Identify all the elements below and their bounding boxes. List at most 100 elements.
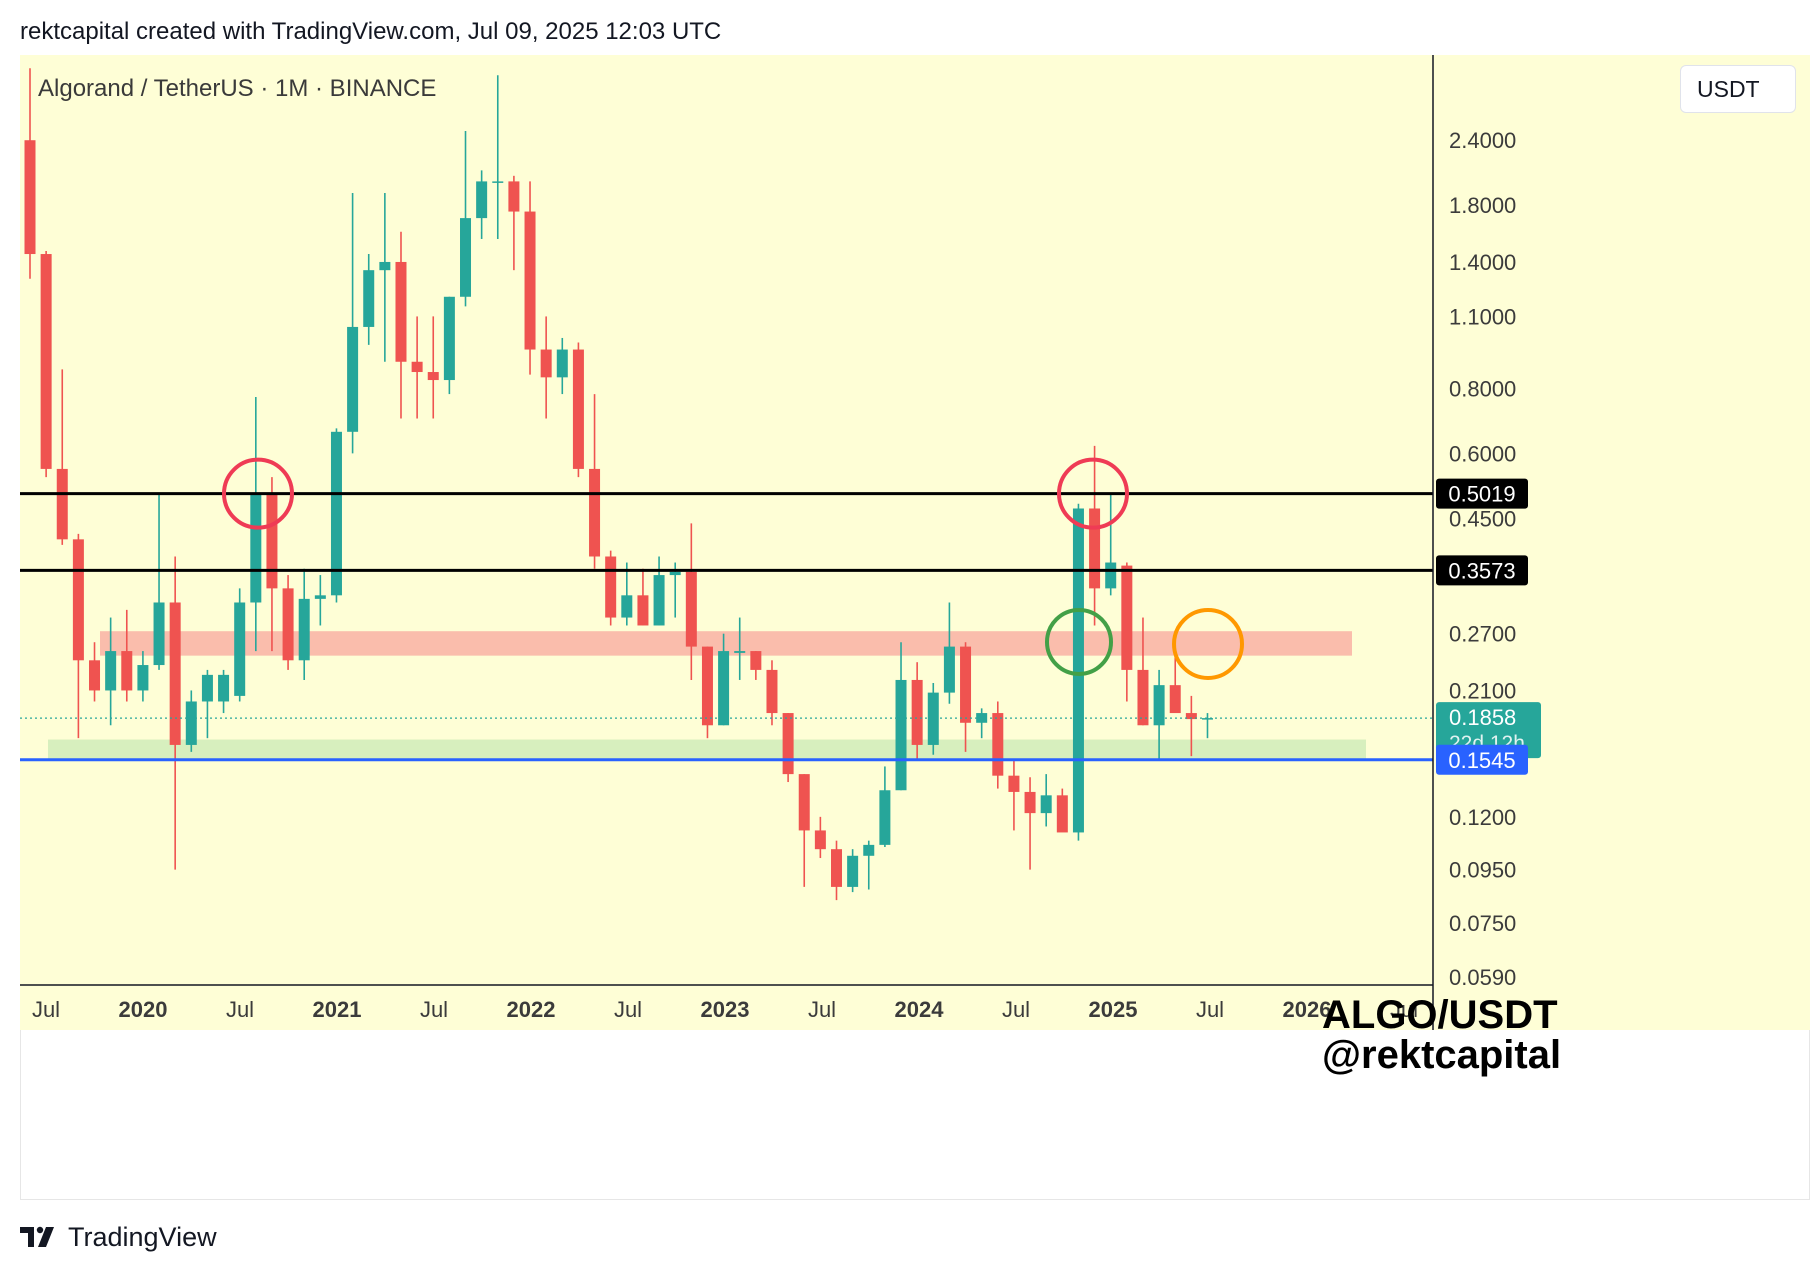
annotation-circle-green — [1045, 607, 1113, 676]
candle — [105, 617, 117, 726]
x-tick-label: Jul — [1196, 997, 1224, 1022]
candle-body — [508, 181, 520, 212]
current-price-label-bg — [1436, 702, 1541, 759]
candle — [718, 633, 730, 726]
candle-body — [347, 326, 359, 432]
candle-body — [734, 651, 746, 653]
candle — [1089, 445, 1101, 626]
candle-body — [621, 595, 633, 618]
plot-background — [20, 55, 1433, 985]
candle — [863, 840, 875, 890]
watermark-pair: ALGO/USDT — [1322, 993, 1558, 1037]
candle-body — [718, 651, 730, 726]
candle — [508, 175, 520, 271]
candle — [395, 231, 407, 419]
candle — [411, 316, 423, 419]
current-price-label: 0.1858 — [1449, 705, 1516, 730]
candle-body — [1185, 713, 1197, 720]
candle — [201, 669, 213, 739]
candle-body — [476, 181, 488, 219]
candle — [121, 609, 133, 702]
annotation-circle-red-2024 — [1057, 457, 1129, 530]
footer-brand[interactable]: TradingView — [20, 1222, 217, 1252]
y-tick-label: 1.4000 — [1449, 250, 1516, 275]
x-tick-label: 2021 — [313, 997, 362, 1022]
candle-body — [1105, 562, 1117, 589]
candle-body — [40, 254, 52, 469]
candle — [1105, 494, 1117, 596]
candle-body — [72, 539, 84, 661]
watermark: ALGO/USDT @rektcapital — [1322, 995, 1561, 1075]
candle — [911, 662, 923, 760]
candle-body — [185, 701, 197, 745]
horizontal-level-label: 0.5019 — [1448, 482, 1515, 507]
support-label-bg — [1436, 744, 1528, 775]
footer-brand-text: TradingView — [68, 1221, 217, 1252]
candle — [234, 588, 246, 702]
candle-body — [1169, 685, 1181, 714]
candle-body — [992, 713, 1004, 776]
support-zone — [48, 739, 1366, 760]
symbol-title: Algorand / TetherUS · 1M · BINANCE — [38, 75, 437, 102]
candle-body — [831, 849, 842, 887]
candle-body — [1024, 791, 1036, 814]
candle-body — [56, 468, 68, 540]
candle-body — [1153, 685, 1165, 726]
candle-body — [685, 571, 697, 647]
price-chart[interactable]: 0.5019 0.3573 2.4000 1.8000 1.4000 1.1000 0.80… — [20, 55, 1810, 1200]
x-tick-label: 2024 — [895, 997, 945, 1022]
y-tick-label: 0.0750 — [1449, 911, 1516, 936]
candle-body — [201, 674, 213, 702]
y-tick-label: 1.1000 — [1449, 304, 1516, 329]
candle-body — [589, 468, 601, 557]
candle — [56, 369, 68, 545]
candle-body — [411, 361, 423, 373]
candle — [72, 533, 84, 739]
candle-body — [524, 211, 536, 350]
y-tick-label: 0.1200 — [1449, 805, 1516, 830]
candle — [1201, 713, 1213, 739]
horizontal-level-label: 0.3573 — [1448, 558, 1515, 583]
candle — [621, 562, 633, 626]
y-tick-label: 0.4500 — [1449, 506, 1516, 531]
candle — [766, 660, 778, 726]
candle — [605, 550, 617, 626]
candle — [427, 316, 439, 419]
candle-body — [443, 296, 455, 381]
candle — [476, 170, 488, 239]
candle — [653, 556, 665, 626]
candle — [895, 642, 907, 791]
candle — [701, 646, 713, 739]
tradingview-logo-icon — [20, 1226, 54, 1247]
candle — [169, 556, 181, 870]
x-tick-label: 2023 — [701, 997, 750, 1022]
candle-body — [653, 575, 665, 626]
candle-body — [637, 595, 649, 626]
candle — [137, 651, 149, 702]
candle-body — [701, 646, 713, 726]
candle-body — [895, 679, 907, 791]
candle — [1040, 774, 1052, 827]
currency-selector-button[interactable]: USDT — [1680, 65, 1796, 113]
x-tick-label: Jul — [808, 997, 836, 1022]
candle — [282, 575, 294, 670]
candle-body — [24, 140, 36, 255]
candle — [1008, 759, 1020, 831]
x-tick-label: Jul — [1390, 997, 1418, 1022]
candle — [185, 690, 197, 752]
candle-body — [298, 598, 310, 661]
candle — [685, 523, 697, 680]
candle — [363, 254, 375, 345]
x-tick-label: 2025 — [1089, 997, 1138, 1022]
candle — [1137, 617, 1149, 726]
candle — [492, 75, 504, 239]
candle-body — [314, 595, 326, 599]
candle-body — [89, 660, 101, 691]
horizontal-level-label-bg — [1436, 555, 1528, 586]
candle — [347, 192, 359, 454]
candle — [798, 774, 810, 887]
candle-body — [363, 270, 375, 327]
candle-body — [1201, 718, 1213, 720]
candle-body — [750, 651, 762, 670]
candle-body — [669, 571, 681, 576]
